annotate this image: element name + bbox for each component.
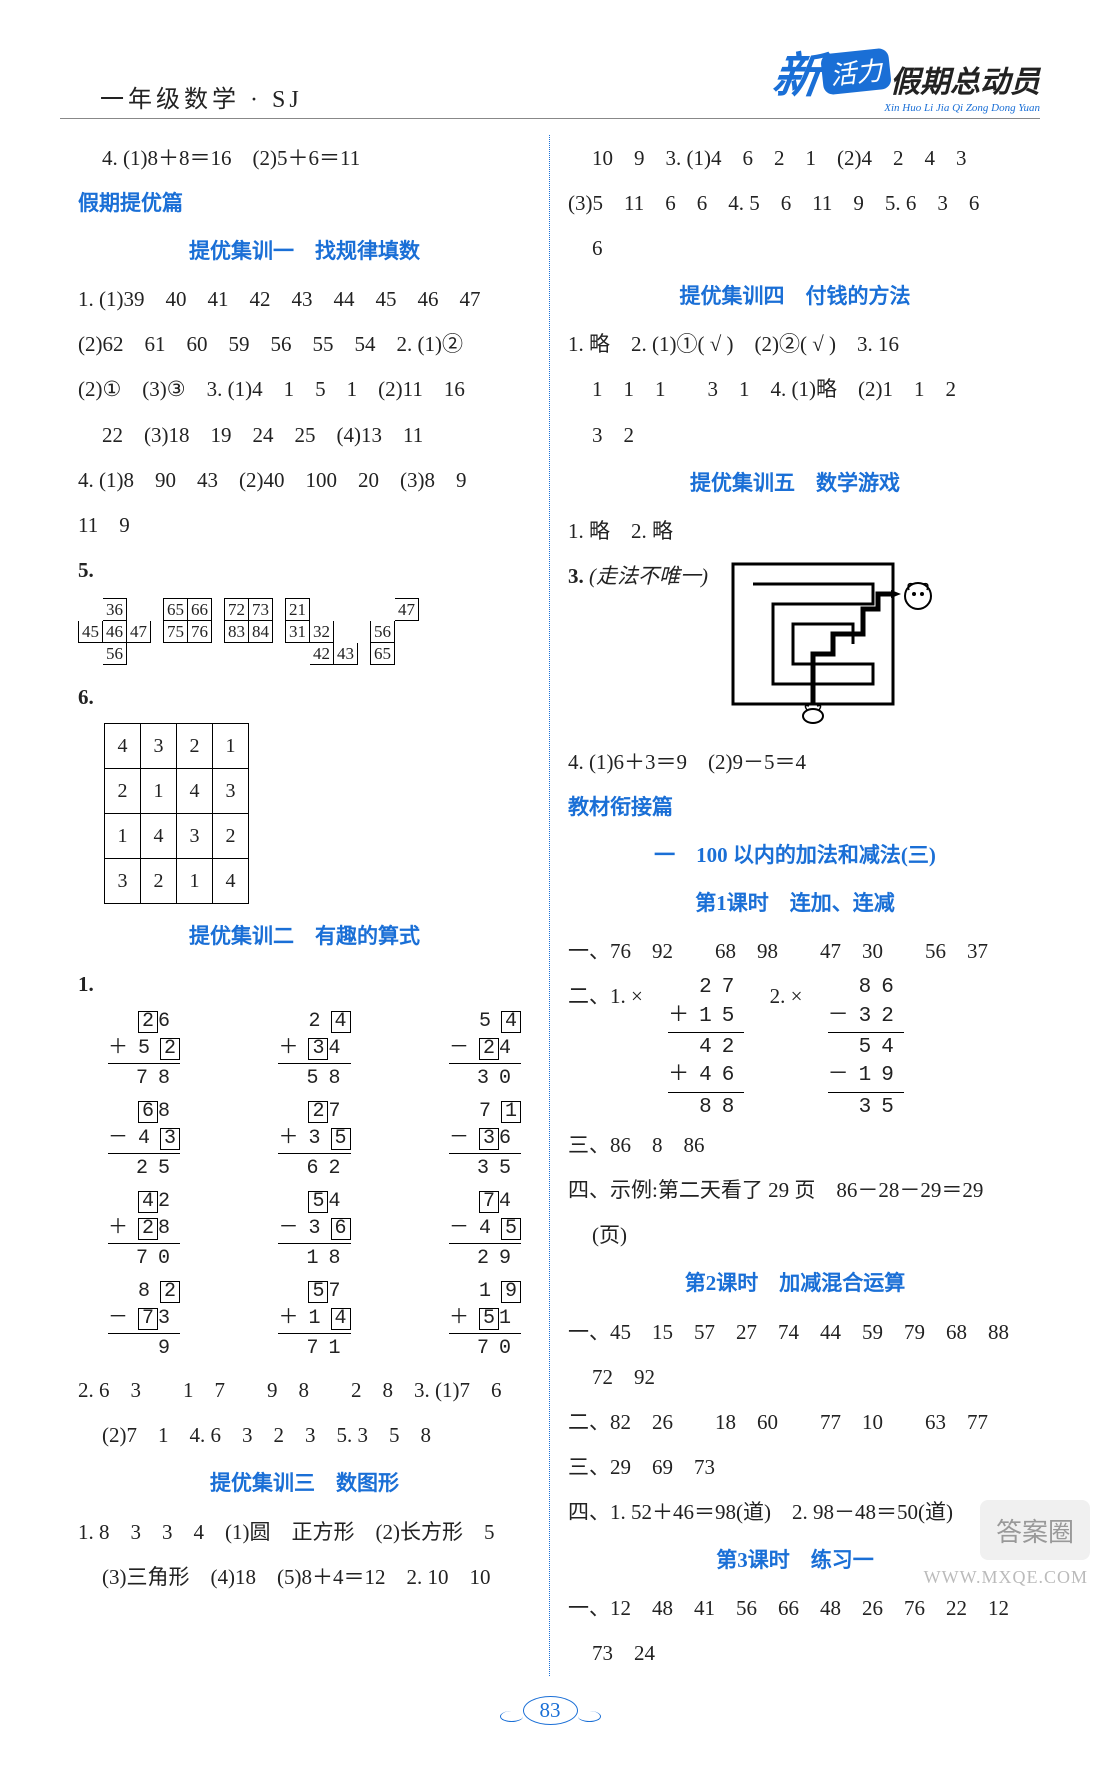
jixun3-title: 提优集训三 数图形: [78, 1461, 531, 1505]
jx1-l3: (2)① (3)③ 3. (1)4 1 5 1 (2)11 16: [78, 367, 531, 411]
q5-label: 5.: [78, 558, 94, 582]
l1-yi: 一、76 92 68 98 47 30 56 37: [568, 929, 1022, 973]
right-column: 10 9 3. (1)4 6 2 1 (2)4 2 4 3 (3)5 11 6 …: [550, 135, 1040, 1676]
l1-er-lead2: 2. ×: [770, 984, 803, 1008]
l2-si: 四、1. 52＋46＝98(道) 2. 98－48＝50(道): [568, 1490, 1022, 1534]
jx4-l1: 1. 略 2. (1)①( √ ) (2)②( √ ) 3. 16: [568, 322, 1022, 366]
arith-block: 26＋52 78 24＋34 58 54－24 30 68－43 25 27＋3…: [78, 1008, 531, 1362]
page-header: 一年级数学 · SJ 新活力假期总动员 Xin Huo Li Jia Qi Zo…: [60, 36, 1040, 119]
jx2-l3: (2)7 1 4. 6 3 2 3 5. 3 5 8: [78, 1413, 531, 1457]
l1-si: 四、示例:第二天看了 29 页 86－28－29＝29: [568, 1168, 1022, 1212]
r-l1: 10 9 3. (1)4 6 2 1 (2)4 2 4 3: [568, 136, 1022, 180]
page-number: 83: [523, 1696, 578, 1725]
jx1-l4: 22 (3)18 19 24 25 (4)13 11: [78, 413, 531, 457]
header-subject: 一年级数学 · SJ: [60, 79, 303, 114]
page-number-wrap: 83: [60, 1696, 1040, 1725]
stack-1: 27＋15 42＋46 88: [668, 974, 744, 1122]
columns: 4. (1)8＋8＝16 (2)5＋6＝11 假期提优篇 提优集训一 找规律填数…: [60, 135, 1040, 1676]
l2-san: 三、29 69 73: [568, 1445, 1022, 1489]
l2-yi: 一、45 15 57 27 74 44 59 79 68 88: [568, 1310, 1022, 1354]
jx5-l4: 4. (1)6＋3＝9 (2)9－5＝4: [568, 740, 1022, 784]
jx1-l1: 1. (1)39 40 41 42 43 44 45 46 47: [78, 277, 531, 321]
jx1-l2: (2)62 61 60 59 56 55 54 2. (1)②: [78, 322, 531, 366]
q5-row: 5. 3645464756656675767273838421313242434…: [78, 548, 531, 665]
jx2-q1-label: 1.: [78, 972, 94, 996]
left-column: 4. (1)8＋8＝16 (2)5＋6＝11 假期提优篇 提优集训一 找规律填数…: [60, 135, 550, 1676]
q6-grid: 4321214314323214: [78, 723, 531, 904]
r-l3: 6: [568, 226, 1022, 270]
lesson1-title: 第1课时 连加、连减: [568, 881, 1022, 925]
xianjie-title: 教材衔接篇: [568, 785, 1022, 829]
jixun5-title: 提优集训五 数学游戏: [568, 461, 1022, 505]
r-l2: (3)5 11 6 6 4. 5 6 11 9 5. 6 3 6: [568, 181, 1022, 225]
brand-huoli: 活力: [820, 48, 892, 96]
jx4-l3: 3 2: [568, 413, 1022, 457]
jx1-l5: 4. (1)8 90 43 (2)40 100 20 (3)8 9: [78, 458, 531, 502]
q6-label: 6.: [78, 685, 94, 709]
watermark: WWW.MXQE.COM: [924, 1567, 1088, 1588]
l-line-4: 4. (1)8＋8＝16 (2)5＋6＝11: [78, 136, 531, 180]
jx5-q3: 3. (走法不唯一): [568, 554, 1022, 739]
jx4-l2: 1 1 1 3 1 4. (1)略 (2)1 1 2: [568, 367, 1022, 411]
lesson2-title: 第2课时 加减混合运算: [568, 1261, 1022, 1305]
jx3-l2: (3)三角形 (4)18 (5)8＋4＝12 2. 10 10: [78, 1555, 531, 1599]
l1-er-lead: 二、1. ×: [568, 984, 643, 1008]
brand-xin: 新: [769, 36, 827, 106]
brand-tail: 假期总动员: [890, 66, 1040, 99]
jx1-l6: 11 9: [78, 503, 531, 547]
header-brand: 新活力假期总动员 Xin Huo Li Jia Qi Zong Dong Yua…: [774, 36, 1040, 114]
jx5-l1: 1. 略 2. 略: [568, 509, 1022, 553]
jixun1-title: 提优集训一 找规律填数: [78, 229, 531, 273]
tiyou-title: 假期提优篇: [78, 181, 531, 225]
jixun4-title: 提优集训四 付钱的方法: [568, 274, 1022, 318]
l2-yi2: 72 92: [568, 1355, 1022, 1399]
q6-row: 6.: [78, 675, 531, 719]
q5-clusters: 3645464756656675767273838421313242434756…: [78, 598, 531, 665]
l3-yi: 一、12 48 41 56 66 48 26 76 22 12: [568, 1586, 1022, 1630]
l1-er: 二、1. × 27＋15 42＋46 88 2. × 86－32 54－19 3…: [568, 974, 1022, 1122]
jixun2-title: 提优集训二 有趣的算式: [78, 914, 531, 958]
maze-diagram: [723, 554, 933, 739]
l3-yi2: 73 24: [568, 1631, 1022, 1675]
jx2-l2: 2. 6 3 1 7 9 8 2 8 3. (1)7 6: [78, 1368, 531, 1412]
jx3-l1: 1. 8 3 3 4 (1)圆 正方形 (2)长方形 5: [78, 1510, 531, 1554]
unit1-title: 一 100 以内的加法和减法(三): [568, 833, 1022, 877]
page: 一年级数学 · SJ 新活力假期总动员 Xin Huo Li Jia Qi Zo…: [0, 0, 1100, 1785]
jx5-q3-note: (走法不唯一): [589, 564, 708, 588]
answer-badge: 答案圈: [980, 1500, 1090, 1560]
l1-san: 三、86 8 86: [568, 1123, 1022, 1167]
l2-er: 二、82 26 18 60 77 10 63 77: [568, 1400, 1022, 1444]
stack-2: 86－32 54－19 35: [828, 974, 904, 1122]
jx5-q3-label: 3.: [568, 564, 584, 588]
l1-si2: (页): [568, 1213, 1022, 1257]
